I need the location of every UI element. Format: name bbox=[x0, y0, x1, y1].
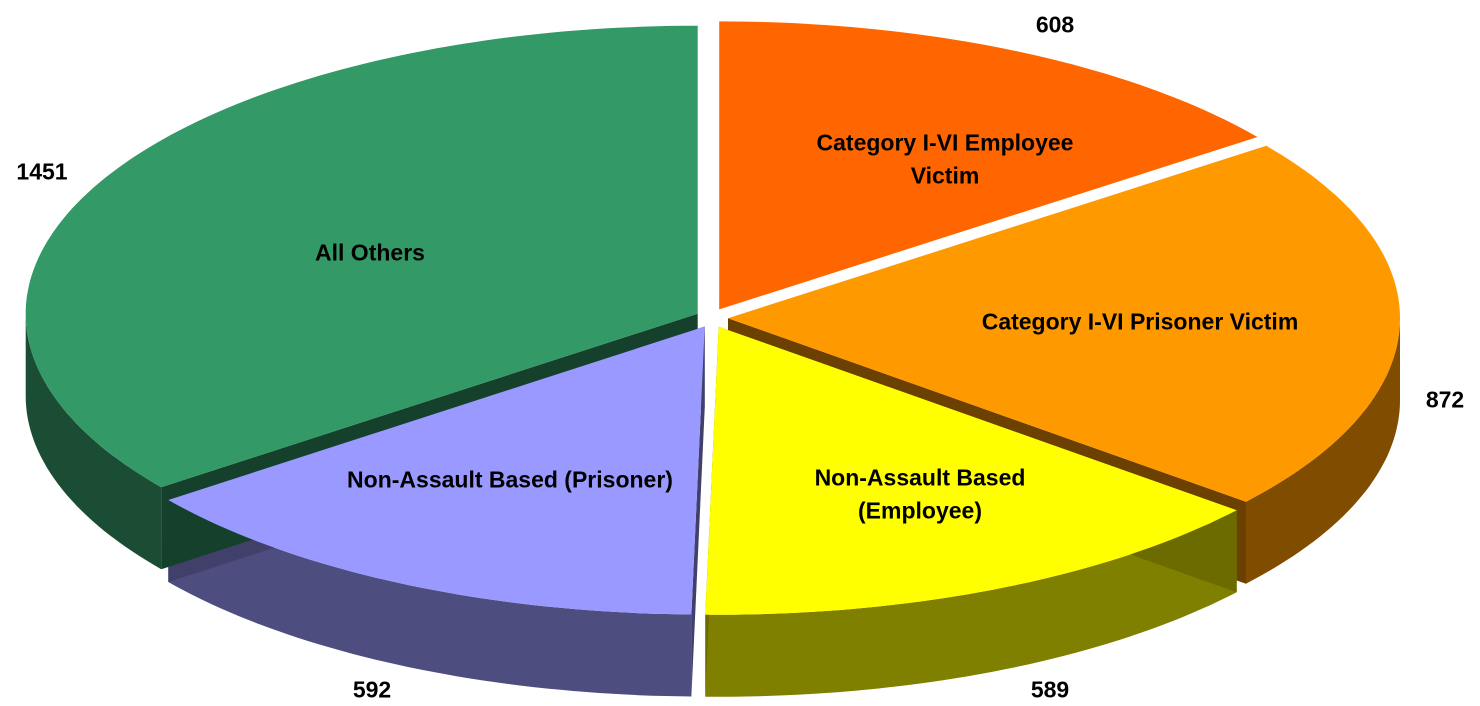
slice-label: Non-Assault Based (Employee) bbox=[814, 464, 1026, 524]
slice-cut bbox=[691, 326, 705, 697]
slice-label: Non-Assault Based (Prisoner) bbox=[347, 466, 673, 493]
slice-side bbox=[705, 510, 1237, 697]
value-label: 872 bbox=[1425, 386, 1465, 413]
slice bbox=[728, 145, 1400, 502]
slice-label: Category I-VI Prisoner Victim bbox=[981, 308, 1299, 335]
slice-side bbox=[168, 500, 692, 697]
slice bbox=[705, 326, 1237, 615]
value-label: 592 bbox=[352, 676, 392, 703]
slice-label: All Others bbox=[315, 239, 425, 266]
slice bbox=[168, 326, 705, 615]
slice-label: Category I-VI Employee Victim bbox=[816, 129, 1074, 189]
value-label: 1451 bbox=[16, 158, 68, 185]
value-label: 589 bbox=[1030, 676, 1070, 703]
value-label: 608 bbox=[1035, 11, 1075, 38]
slice-side bbox=[1246, 318, 1400, 584]
slice-side bbox=[25, 313, 162, 570]
slice bbox=[719, 21, 1258, 310]
slice bbox=[25, 25, 698, 488]
